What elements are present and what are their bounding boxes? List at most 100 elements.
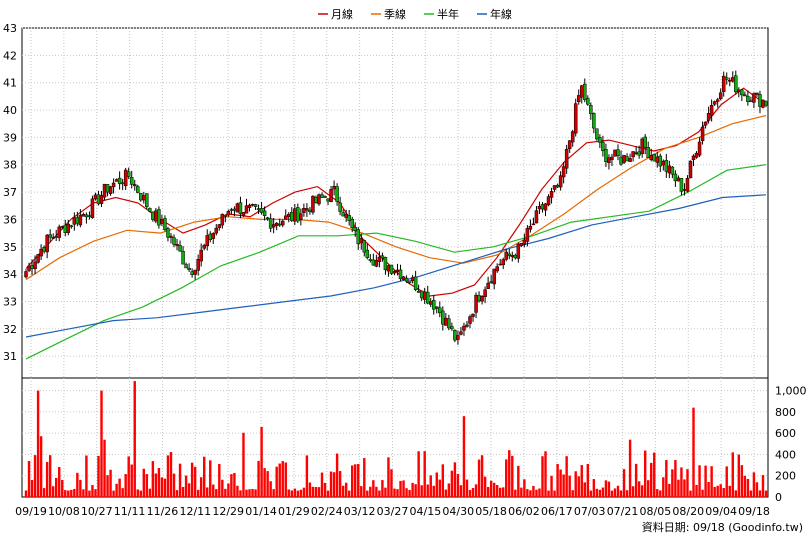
- volume-bar: [405, 488, 408, 497]
- candle-body: [229, 209, 234, 211]
- volume-bar: [145, 474, 149, 497]
- volume-bar: [287, 489, 290, 497]
- volume-bar: [239, 490, 242, 497]
- candle-body: [761, 99, 765, 108]
- candle-body: [54, 236, 58, 238]
- candle-body: [99, 195, 104, 204]
- candle-body: [637, 151, 641, 156]
- volume-bar: [462, 416, 466, 497]
- candle-body: [564, 148, 569, 169]
- candle-body: [685, 178, 690, 192]
- volume-bar: [73, 488, 76, 497]
- candle-body: [293, 208, 297, 222]
- volume-bar: [601, 487, 605, 497]
- candle-body: [459, 331, 463, 335]
- candle-body: [377, 256, 382, 263]
- volume-bar: [51, 486, 55, 497]
- volume-bar: [489, 480, 493, 497]
- volume-bar: [595, 488, 599, 497]
- volume-bar: [169, 452, 173, 497]
- candle-body: [737, 89, 741, 92]
- volume-bar: [659, 490, 662, 497]
- candle-body: [546, 196, 551, 206]
- candle-body: [290, 212, 294, 221]
- volume-bar: [115, 483, 118, 497]
- volume-bar: [360, 486, 363, 497]
- candle-body: [205, 235, 209, 247]
- x-tick-label: 09/04: [705, 505, 737, 518]
- candle-body: [613, 149, 617, 157]
- price-tick-label: 38: [3, 159, 17, 172]
- candle-body: [111, 182, 116, 188]
- candle-body: [356, 229, 360, 245]
- volume-bar: [196, 489, 200, 497]
- volume-bar: [27, 461, 31, 497]
- x-tick-label: 10/27: [81, 505, 113, 518]
- candle-body: [371, 259, 376, 266]
- x-axis: 09/19 10/08 10/27 11/11 11/26 12/11 12/29 01/14…: [15, 505, 770, 518]
- candle-body: [519, 243, 524, 246]
- candle-body: [268, 218, 273, 229]
- volume-bar: [420, 485, 423, 497]
- candle-body: [428, 301, 433, 305]
- x-tick-label: 04/15: [410, 505, 442, 518]
- candle-body: [655, 156, 660, 163]
- volume-bar: [221, 479, 224, 497]
- volume-bar: [136, 489, 139, 497]
- volume-bar: [628, 439, 632, 497]
- legend-label: 年線: [490, 7, 512, 21]
- volume-bar: [341, 485, 345, 497]
- volume-bar: [459, 485, 463, 497]
- price-tick-label: 31: [3, 350, 17, 363]
- volume-bar: [674, 460, 677, 497]
- candle-body: [87, 215, 92, 217]
- candle-body: [60, 226, 64, 228]
- volume-bar: [480, 455, 484, 497]
- candle-body: [670, 166, 675, 175]
- candle-body: [383, 257, 388, 270]
- volume-bar: [160, 477, 164, 497]
- volume-bar: [88, 490, 91, 497]
- volume-bar: [556, 463, 559, 497]
- volume-bar: [547, 490, 550, 497]
- volume-bar: [468, 489, 472, 497]
- candle-body: [706, 113, 711, 121]
- volume-bar: [746, 478, 750, 497]
- price-tick-label: 37: [3, 186, 17, 199]
- volume-bar: [278, 463, 281, 497]
- candle-body: [386, 265, 391, 272]
- volume-bar: [236, 485, 239, 497]
- candle-body: [51, 237, 55, 239]
- volume-bar: [184, 475, 188, 497]
- candle-body: [241, 212, 246, 216]
- candle-body: [75, 217, 80, 224]
- candle-body: [555, 185, 560, 188]
- candle-body: [628, 158, 632, 162]
- x-tick-label: 08/05: [640, 505, 672, 518]
- volume-bar: [622, 469, 626, 497]
- volume-bar: [290, 490, 294, 497]
- candle-body: [256, 208, 261, 210]
- volume-bar: [495, 485, 499, 497]
- candle-body: [193, 269, 197, 275]
- price-tick-label: 40: [3, 104, 17, 117]
- candle-body: [576, 95, 581, 103]
- candle-body: [694, 152, 699, 158]
- candle-body: [208, 233, 212, 241]
- volume-bar: [764, 490, 768, 497]
- candle-body: [676, 177, 681, 182]
- legend-label: 季線: [384, 7, 406, 21]
- volume-bar: [719, 484, 722, 497]
- volume-bar: [728, 485, 731, 497]
- volume-bar: [722, 488, 725, 497]
- volume-bar: [302, 487, 306, 497]
- volume-bar: [761, 475, 765, 497]
- volume-bar: [465, 479, 469, 497]
- candle-body: [214, 227, 219, 234]
- volume-bar: [737, 454, 741, 497]
- volume-bar: [441, 464, 445, 497]
- candle-body: [389, 264, 394, 274]
- volume-bar: [133, 381, 136, 497]
- volume-bar: [384, 487, 387, 497]
- x-tick-label: 01/29: [278, 505, 310, 518]
